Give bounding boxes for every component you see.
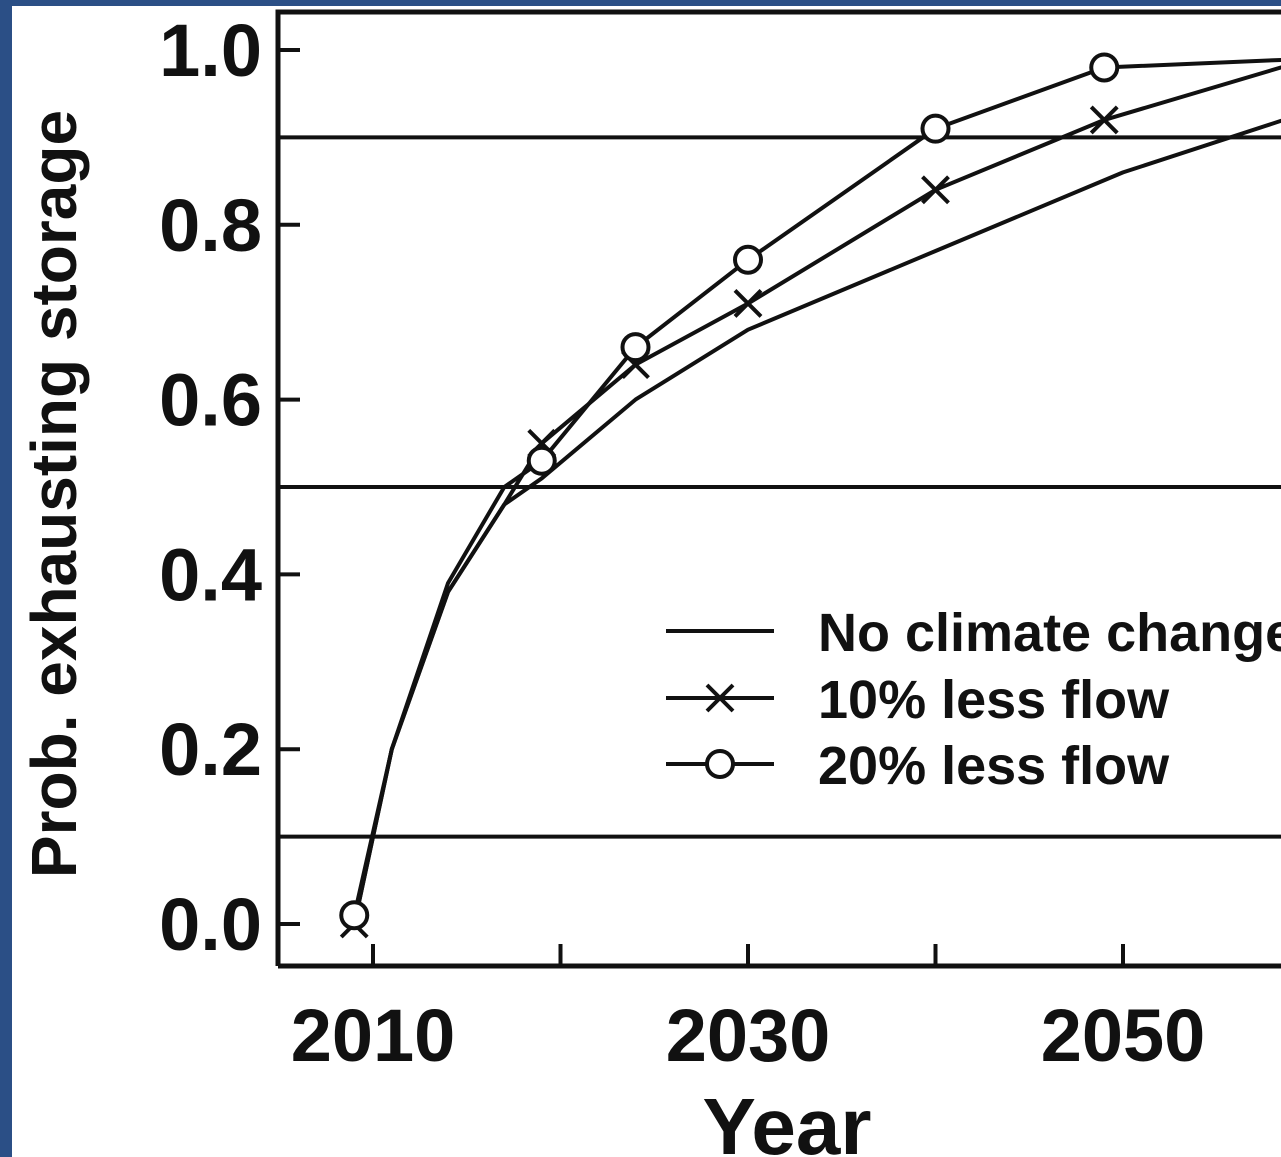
slide-background: 0.0 0.2 0.4 0.6 0.8 1.0 2010 2030 2050 Year Prob. … (12, 6, 1281, 1157)
y-tick-label: 0.6 (159, 359, 262, 442)
x-tick-label: 2010 (291, 994, 456, 1077)
y-tick-label: 1.0 (159, 9, 262, 92)
data-point-circle (733, 244, 763, 275)
data-point-x (1089, 105, 1119, 135)
plot-frame-top-left (275, 9, 1281, 966)
legend-label: 10% less flow (818, 670, 1170, 730)
y-axis-title: Prob. exhausting storage (18, 110, 90, 878)
data-point-circle (1089, 52, 1120, 83)
series-line (352, 118, 1281, 925)
data-point-circle (526, 445, 557, 476)
legend-label: 20% less flow (818, 736, 1170, 796)
y-tick-label: 0.8 (159, 184, 262, 267)
y-tick-label: 0.0 (159, 883, 262, 966)
data-point-circle (620, 332, 651, 363)
x-tick-label: 2050 (1041, 994, 1206, 1077)
y-tick-label: 0.4 (159, 533, 262, 616)
x-tick-label: 2030 (666, 994, 831, 1077)
line-chart: 0.0 0.2 0.4 0.6 0.8 1.0 2010 2030 2050 Year Prob. … (18, 9, 1281, 1157)
data-point-x (921, 175, 950, 205)
y-tick-label: 0.2 (159, 708, 262, 791)
series-line (352, 57, 1281, 916)
data-point-x (705, 683, 735, 713)
legend-label: No climate change (818, 603, 1281, 663)
data-point-circle (705, 749, 735, 779)
data-point-x (733, 289, 763, 318)
x-axis-title: Year (702, 1082, 871, 1157)
data-point-circle (339, 900, 370, 931)
data-point-circle (920, 113, 951, 144)
